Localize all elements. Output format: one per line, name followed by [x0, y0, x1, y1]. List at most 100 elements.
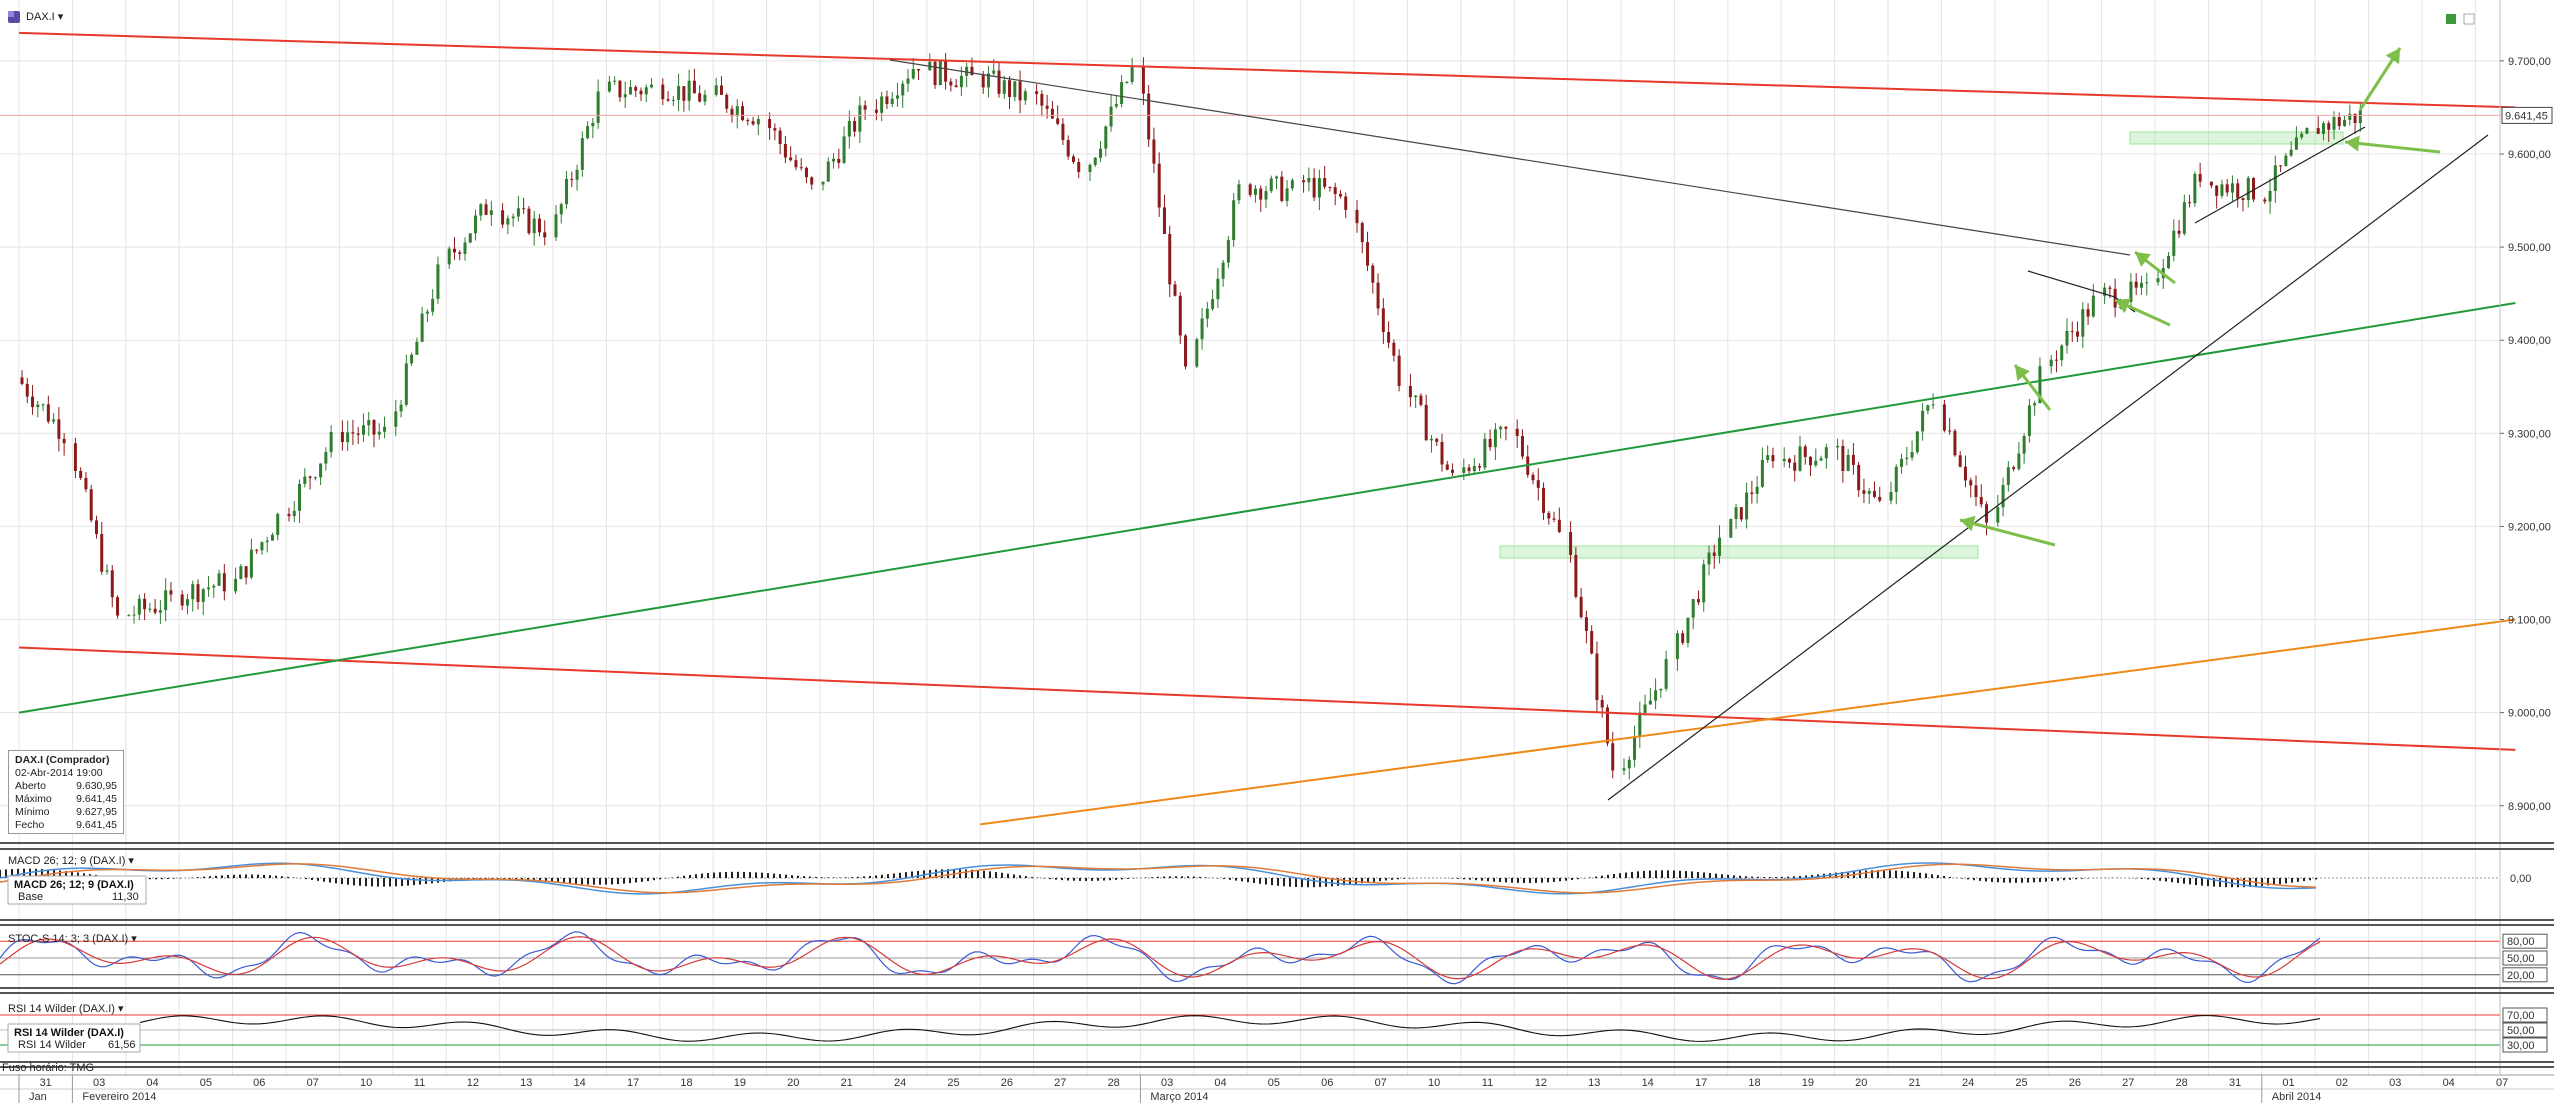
price-tick-label: 9.300,00: [2508, 428, 2551, 440]
rsi-tick: 30,00: [2507, 1040, 2535, 1052]
candle-body: [2337, 117, 2341, 127]
candle-body: [1184, 335, 1188, 367]
candle-body: [2327, 123, 2331, 130]
candle-body: [1638, 712, 1642, 737]
macd-signal: [0, 863, 2317, 894]
candle-body: [1328, 186, 1332, 188]
candle-body: [1147, 93, 1151, 140]
symbol-title[interactable]: DAX.I ▾: [26, 10, 63, 23]
candle-body: [2358, 110, 2362, 123]
candle-body: [1953, 430, 1957, 456]
candle-body: [2038, 366, 2042, 404]
candle-body: [287, 513, 291, 517]
candle-body: [324, 452, 328, 464]
candle-body: [458, 252, 462, 254]
candle-body: [1771, 455, 1775, 462]
candle-body: [1590, 630, 1594, 654]
day-tick-label: 04: [2443, 1077, 2455, 1089]
candle-body: [2225, 184, 2229, 193]
candle-body: [1819, 458, 1823, 461]
candle-body: [895, 95, 899, 99]
candle-body: [1141, 66, 1145, 94]
stoch-tick: 50,00: [2507, 953, 2535, 965]
candle-body: [1077, 162, 1081, 172]
candle-body: [110, 570, 114, 598]
candle-body: [511, 216, 515, 219]
price-tick-label: 9.700,00: [2508, 56, 2551, 68]
candle-body: [1478, 466, 1482, 468]
candle-body: [650, 84, 654, 88]
candle-body: [751, 121, 755, 125]
candle-body: [1611, 743, 1615, 771]
candle-body: [634, 87, 638, 91]
candle-body: [1429, 438, 1433, 441]
candle-body: [959, 75, 963, 88]
candle-body: [1392, 342, 1396, 356]
candle-body: [2343, 119, 2347, 127]
day-tick-label: 20: [1855, 1077, 1867, 1089]
candle-body: [2252, 177, 2256, 200]
candle-body: [2177, 230, 2181, 234]
candle-body: [527, 208, 531, 234]
chevron-down-icon[interactable]: ▾: [57, 11, 64, 23]
candle-body: [2305, 128, 2309, 134]
candle-body: [1969, 480, 1973, 486]
candle-body: [804, 167, 808, 178]
candle-body: [1061, 123, 1065, 141]
candle-body: [1659, 688, 1663, 691]
day-tick-label: 13: [520, 1077, 532, 1089]
day-tick-label: 07: [1375, 1077, 1387, 1089]
candle-body: [1633, 736, 1637, 760]
candle-body: [580, 138, 584, 170]
annotation-arrows: [1959, 47, 2441, 547]
candle-body: [367, 420, 371, 426]
candle-body: [2065, 330, 2069, 346]
candle-body: [2284, 155, 2288, 166]
day-tick-label: 07: [307, 1077, 319, 1089]
day-tick-label: 24: [894, 1077, 906, 1089]
candle-body: [270, 534, 274, 541]
rsi-tick: 70,00: [2507, 1010, 2535, 1022]
candle-body: [644, 87, 648, 95]
candle-body: [741, 106, 745, 121]
day-tick-label: 11: [414, 1077, 425, 1089]
stoch-title: STOC-S 14; 3; 3 (DAX.I) ▾: [8, 933, 137, 945]
day-tick-label: 10: [1428, 1077, 1440, 1089]
candle-body: [586, 126, 590, 139]
candle-body: [1366, 242, 1370, 266]
candle-body: [2054, 359, 2058, 361]
macd-legend-value: 11,30: [112, 891, 139, 903]
candle-body: [2215, 185, 2219, 196]
candle-body: [1290, 180, 1294, 189]
candle-body: [537, 218, 541, 233]
candle-body: [383, 426, 387, 432]
candle-body: [1093, 157, 1097, 165]
candle-body: [773, 128, 777, 131]
candle-body: [1200, 318, 1204, 340]
candle-body: [703, 94, 707, 102]
rsi-legend-box: [7, 1023, 141, 1053]
candle-body: [1515, 428, 1519, 436]
candle-body: [938, 60, 942, 85]
candle-body: [1162, 207, 1166, 234]
trendline-black-wedge: [2194, 126, 2366, 224]
candle-body: [2321, 123, 2325, 134]
last-price-box: [2501, 106, 2553, 124]
day-tick-label: 06: [1321, 1077, 1333, 1089]
candle-body: [1333, 187, 1337, 194]
candle-body: [1066, 140, 1070, 157]
candle-body: [105, 570, 109, 572]
candle-body: [298, 483, 302, 511]
day-tick-label: 18: [1748, 1077, 1760, 1089]
candle-body: [799, 167, 803, 169]
month-label: Abril 2014: [2272, 1091, 2322, 1103]
info-title: DAX.I (Comprador): [15, 754, 110, 766]
candle-body: [2353, 113, 2357, 123]
candle-body: [1302, 180, 1306, 183]
arrow-shaft: [2344, 140, 2441, 154]
candle-body: [2017, 453, 2021, 470]
candles: [20, 53, 2362, 780]
candle-body: [628, 87, 632, 95]
candle-body: [2316, 128, 2320, 134]
